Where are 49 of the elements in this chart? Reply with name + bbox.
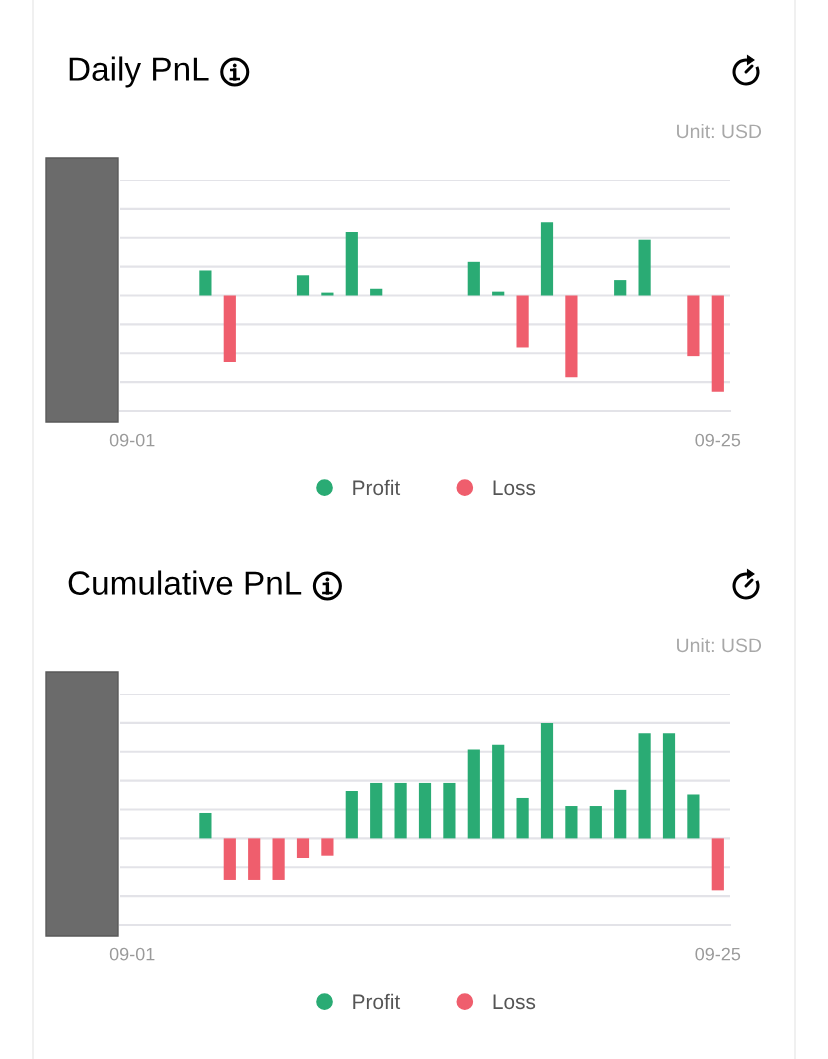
bar: [321, 292, 334, 296]
bar: [370, 288, 383, 296]
text: Unit: USD: [677, 637, 762, 653]
bar: [223, 295, 236, 362]
legend-label: Loss: [493, 480, 536, 496]
bar: [223, 838, 236, 880]
bar: [467, 261, 480, 296]
legend-label: Profit: [353, 993, 401, 1010]
x-tick-label: 09-01: [109, 433, 155, 447]
bar: [272, 838, 285, 880]
text: Unit: USD: [677, 123, 762, 139]
x-tick-label: 09-25: [695, 433, 741, 447]
bar: [565, 806, 578, 839]
bar: [540, 722, 554, 839]
bar: [418, 782, 432, 839]
bar: [370, 782, 383, 839]
bar: [687, 295, 700, 357]
bar: [565, 295, 578, 378]
legend-label: Profit: [353, 479, 401, 496]
bar: [638, 733, 651, 839]
bar: [492, 744, 505, 839]
bar: [516, 797, 529, 839]
bar: [199, 812, 212, 839]
bar: [662, 733, 676, 839]
bar: [614, 789, 627, 839]
bar: [492, 291, 505, 296]
bar: [711, 838, 724, 891]
bar: [296, 838, 310, 859]
bar: [614, 280, 627, 296]
bar: [345, 231, 358, 296]
bar: [321, 838, 334, 856]
bar: [540, 222, 554, 296]
bar: [248, 838, 261, 880]
bar: [589, 806, 602, 839]
bar: [711, 295, 724, 392]
x-tick-label: 09-01: [109, 947, 155, 961]
chart-title: Daily PnL: [69, 56, 209, 88]
x-tick-label: 09-25: [695, 947, 741, 961]
bar: [516, 295, 529, 348]
bar: [687, 794, 700, 839]
bar: [296, 275, 310, 296]
bar: [394, 782, 407, 839]
bar: [199, 270, 212, 296]
bar: [467, 749, 480, 839]
bar: [345, 791, 358, 839]
bar: [638, 239, 651, 296]
bar: [443, 782, 456, 839]
chart-title: Cumulative PnL: [68, 570, 302, 595]
legend-label: Loss: [493, 994, 536, 1010]
